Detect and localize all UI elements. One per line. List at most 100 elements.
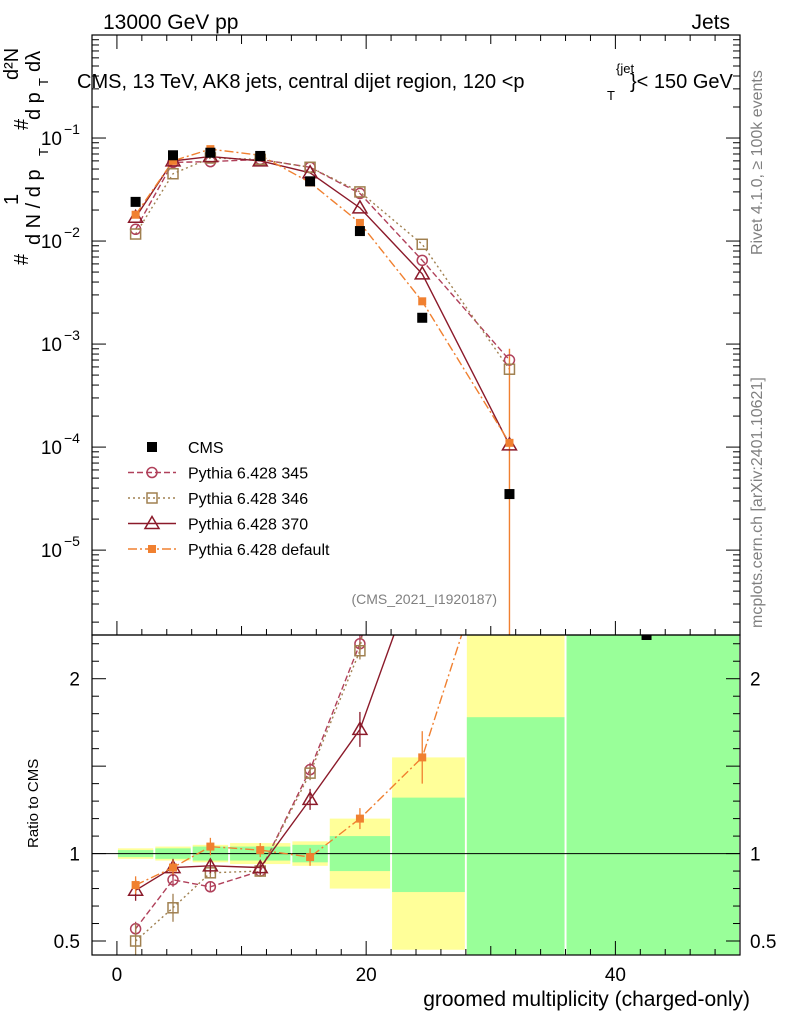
- main-line-p346: [135, 157, 511, 370]
- ratio-y-tick-label: 0.5: [54, 932, 80, 953]
- ratio-line-p345: [135, 635, 363, 930]
- main-line-pdef: [135, 148, 511, 444]
- legend-label-pdef: Pythia 6.428 default: [188, 542, 330, 559]
- ratio-y-tick-label-right: 1: [750, 845, 761, 866]
- ratio-band-inner: [392, 797, 465, 893]
- main-point-cms: [255, 150, 266, 161]
- ylabel-hash-2: #: [11, 118, 33, 130]
- main-point-p346: [416, 238, 428, 251]
- x-tick-label: 40: [605, 965, 626, 986]
- legend: CMS Pythia 6.428 345 Pythia 6.428 346 Pythi…: [128, 440, 330, 559]
- main-line-p345: [135, 158, 510, 361]
- ratio-y-tick-label: 1: [69, 845, 80, 866]
- ratio-point-p345: [417, 394, 427, 404]
- main-point-cms: [305, 176, 316, 187]
- ratio-point-p346: [167, 902, 179, 914]
- main-point-pdef: [131, 210, 140, 219]
- plot-title: CMS, 13 TeV, AK8 jets, central dijet reg…: [77, 71, 525, 93]
- main-point-p346: [129, 228, 142, 240]
- ratio-y-tick-label-right: 2: [750, 670, 761, 691]
- ylabel-d2n: d²N: [1, 48, 23, 80]
- plot-title-main: CMS, 13 TeV, AK8 jets, central dijet reg…: [77, 71, 525, 93]
- y-tick-label: 10: [41, 541, 62, 562]
- ratio-point-p346: [304, 767, 316, 779]
- y-tick-exponent: −3: [64, 327, 80, 343]
- x-tick-label: 20: [356, 965, 377, 986]
- main-point-p345: [416, 254, 428, 267]
- x-axis-label: groomed multiplicity (charged-only): [423, 988, 750, 1011]
- y-tick-exponent: −4: [64, 430, 80, 446]
- legend-label-p346: Pythia 6.428 346: [188, 491, 308, 508]
- main-point-p370: [351, 199, 369, 214]
- y-tick-label: 10: [41, 335, 62, 356]
- ratio-point-pdef: [306, 853, 315, 862]
- ratio-point-pdef: [256, 846, 265, 855]
- ratio-point-p346: [354, 644, 366, 657]
- ratio-point-p370: [301, 790, 319, 806]
- header-energy: 13000 GeV pp: [103, 11, 238, 34]
- main-point-cms: [354, 226, 365, 237]
- ratio-point-p370: [127, 881, 144, 897]
- ylabel-dn: d N / d p: [23, 169, 45, 245]
- legend-marker-pdef: [148, 545, 156, 553]
- legend-marker-cms: [147, 442, 157, 452]
- main-ylabel: # 1 d N / d p T # d p T d²N dλ: [1, 48, 51, 265]
- x-tick-label: 0: [112, 965, 123, 986]
- main-point-pdef: [418, 297, 427, 306]
- y-tick-label: 10: [41, 438, 62, 459]
- ratio-plot: [127, 394, 652, 955]
- main-point-p370: [413, 265, 431, 280]
- ratio-point-pdef: [355, 814, 364, 823]
- main-point-pdef: [505, 438, 514, 447]
- ratio-point-pdef: [131, 881, 140, 890]
- main-point-p346: [304, 161, 316, 174]
- ratio-line-p346: [135, 635, 363, 942]
- legend-label-cms: CMS: [188, 440, 224, 457]
- ratio-y-tick-label-right: 0.5: [750, 932, 776, 953]
- main-point-cms: [504, 489, 515, 500]
- ylabel-t2: T: [36, 78, 51, 86]
- y-tick-label: 10: [41, 232, 62, 253]
- legend-marker-p370: [143, 515, 161, 530]
- ratio-point-pdef: [206, 842, 215, 851]
- ratio-point-p345: [204, 881, 217, 893]
- ratio-line-p370: [135, 635, 395, 891]
- plot-title-sup: {jet: [616, 61, 634, 76]
- main-point-cms: [417, 312, 428, 323]
- legend-marker-p345: [146, 466, 158, 479]
- main-point-cms: [130, 196, 141, 207]
- ratio-bands: [92, 635, 740, 955]
- ratio-point-cms: [641, 635, 652, 640]
- ratio-band-inner: [566, 635, 739, 955]
- ratio-point-p370: [202, 857, 219, 872]
- ratio-point-p370: [351, 720, 369, 736]
- legend-label-p370: Pythia 6.428 370: [188, 517, 308, 534]
- y-tick-exponent: −5: [64, 533, 80, 549]
- analysis-id: (CMS_2021_I1920187): [351, 591, 497, 607]
- main-point-p346: [167, 168, 179, 180]
- main-point-p345: [503, 354, 516, 366]
- plot-title-sub: T: [607, 88, 615, 103]
- ylabel-t1: T: [36, 148, 51, 156]
- legend-marker-p346: [146, 492, 158, 504]
- mcplots-label: mcplots.cern.ch [arXiv:2401.10621]: [749, 377, 766, 628]
- y-tick-exponent: −1: [64, 121, 80, 137]
- main-point-p346: [503, 363, 516, 375]
- header-category: Jets: [691, 11, 730, 34]
- ratio-point-p346: [129, 935, 142, 947]
- ylabel-dpt: d p: [23, 92, 45, 120]
- ylabel-hash-1: #: [11, 253, 33, 265]
- main-point-cms: [205, 147, 216, 158]
- ratio-line-pdef: [135, 635, 463, 886]
- ratio-point-pdef: [169, 863, 177, 872]
- ylabel-dl: dλ: [23, 51, 45, 72]
- main-line-p370: [135, 155, 511, 446]
- main-point-pdef: [169, 156, 177, 165]
- ratio-point-p370: [251, 859, 269, 874]
- main-point-cms: [168, 150, 178, 161]
- y-tick-label: 10: [41, 129, 62, 150]
- ratio-point-p370: [415, 549, 429, 561]
- ratio-y-tick-label: 2: [69, 670, 80, 691]
